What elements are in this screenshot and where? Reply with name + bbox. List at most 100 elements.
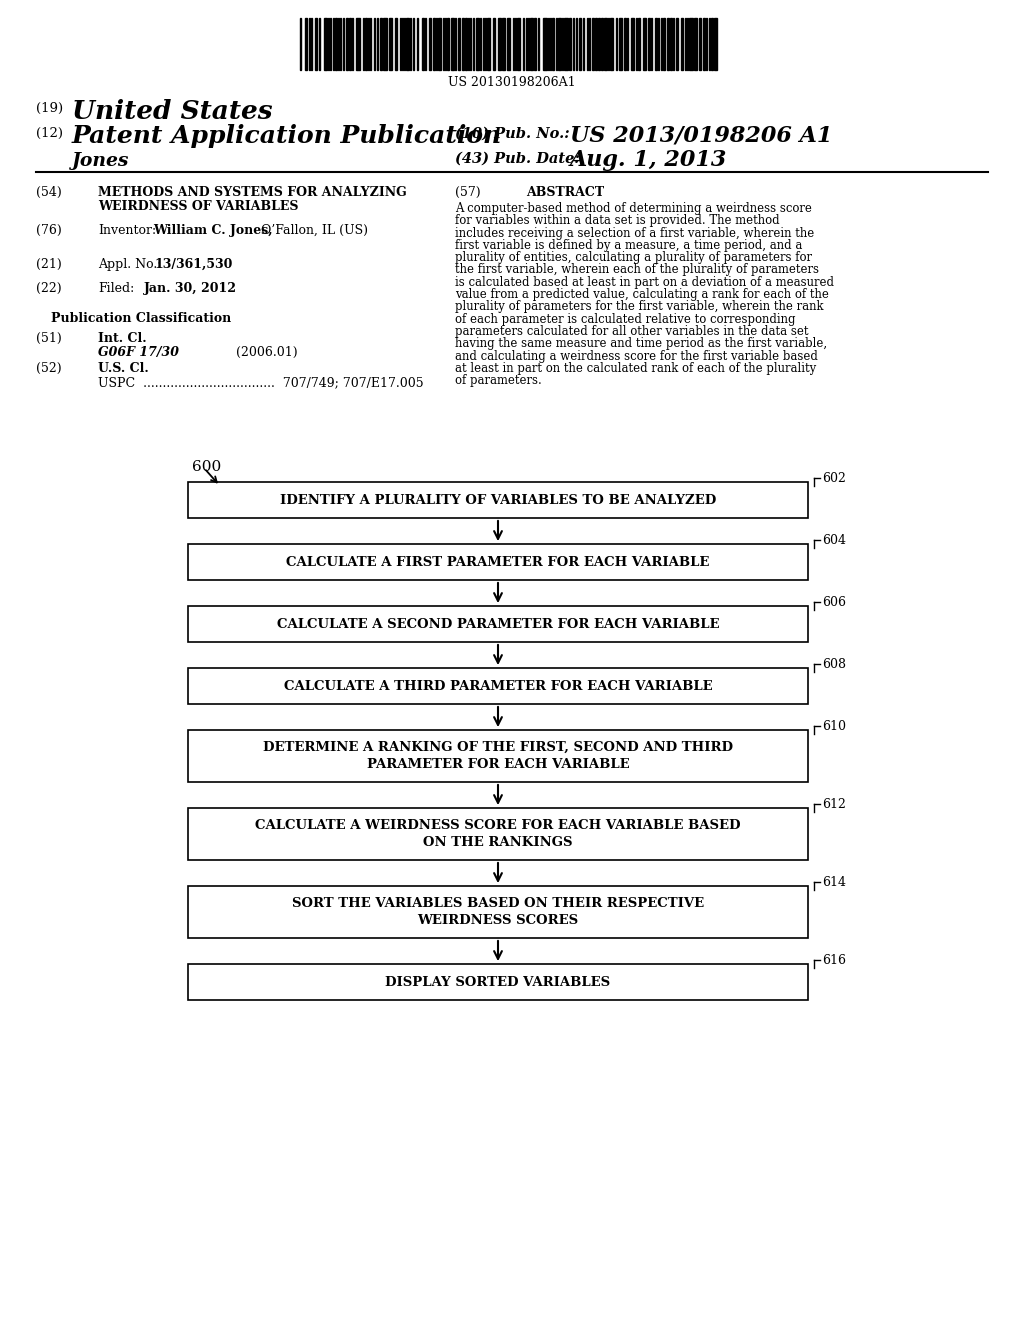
- Text: and calculating a weirdness score for the first variable based: and calculating a weirdness score for th…: [455, 350, 818, 363]
- Bar: [502, 18, 505, 70]
- Bar: [188, 886, 808, 939]
- Bar: [711, 18, 713, 70]
- Text: CALCULATE A FIRST PARAMETER FOR EACH VARIABLE: CALCULATE A FIRST PARAMETER FOR EACH VAR…: [287, 556, 710, 569]
- Text: DETERMINE A RANKING OF THE FIRST, SECOND AND THIRD
PARAMETER FOR EACH VARIABLE: DETERMINE A RANKING OF THE FIRST, SECOND…: [263, 741, 733, 771]
- Bar: [543, 18, 547, 70]
- Text: first variable is defined by a measure, a time period, and a: first variable is defined by a measure, …: [455, 239, 803, 252]
- Text: 602: 602: [822, 471, 846, 484]
- Text: United States: United States: [72, 99, 272, 124]
- Text: 616: 616: [822, 953, 846, 966]
- Text: plurality of entities, calculating a plurality of parameters for: plurality of entities, calculating a plu…: [455, 251, 812, 264]
- Text: CALCULATE A THIRD PARAMETER FOR EACH VARIABLE: CALCULATE A THIRD PARAMETER FOR EACH VAR…: [284, 680, 713, 693]
- Text: (52): (52): [36, 362, 61, 375]
- Bar: [552, 18, 554, 70]
- Text: 614: 614: [822, 875, 846, 888]
- Bar: [395, 18, 397, 70]
- Bar: [638, 18, 640, 70]
- Text: (43) Pub. Date:: (43) Pub. Date:: [455, 152, 580, 166]
- Bar: [406, 18, 409, 70]
- Text: G06F 17/30: G06F 17/30: [98, 346, 179, 359]
- Text: (2006.01): (2006.01): [188, 346, 298, 359]
- Text: O’Fallon, IL (US): O’Fallon, IL (US): [257, 224, 368, 238]
- Text: METHODS AND SYSTEMS FOR ANALYZING: METHODS AND SYSTEMS FOR ANALYZING: [98, 186, 407, 199]
- Bar: [188, 808, 808, 861]
- Bar: [487, 18, 490, 70]
- Bar: [383, 18, 387, 70]
- Bar: [530, 18, 534, 70]
- Bar: [493, 18, 495, 70]
- Bar: [618, 18, 622, 70]
- Bar: [699, 18, 701, 70]
- Bar: [458, 18, 460, 70]
- Bar: [188, 482, 808, 517]
- Text: A computer-based method of determining a weirdness score: A computer-based method of determining a…: [455, 202, 812, 215]
- Bar: [188, 544, 808, 579]
- Bar: [324, 18, 327, 70]
- Text: US 20130198206A1: US 20130198206A1: [449, 77, 575, 88]
- Bar: [451, 18, 454, 70]
- Bar: [349, 18, 351, 70]
- Text: at least in part on the calculated rank of each of the plurality: at least in part on the calculated rank …: [455, 362, 816, 375]
- Bar: [681, 18, 683, 70]
- Bar: [714, 18, 717, 70]
- Text: 612: 612: [822, 797, 846, 810]
- Text: IDENTIFY A PLURALITY OF VARIABLES TO BE ANALYZED: IDENTIFY A PLURALITY OF VARIABLES TO BE …: [280, 494, 716, 507]
- Text: Inventor:: Inventor:: [98, 224, 156, 238]
- Text: 608: 608: [822, 657, 846, 671]
- Bar: [356, 18, 360, 70]
- Text: is calculated based at least in part on a deviation of a measured: is calculated based at least in part on …: [455, 276, 834, 289]
- Text: WEIRDNESS OF VARIABLES: WEIRDNESS OF VARIABLES: [98, 201, 299, 213]
- Bar: [305, 18, 307, 70]
- Text: US 2013/0198206 A1: US 2013/0198206 A1: [570, 124, 833, 147]
- Bar: [595, 18, 597, 70]
- Bar: [462, 18, 464, 70]
- Text: (10) Pub. No.:: (10) Pub. No.:: [455, 127, 569, 141]
- Bar: [601, 18, 603, 70]
- Text: Jan. 30, 2012: Jan. 30, 2012: [144, 282, 237, 294]
- Bar: [689, 18, 693, 70]
- Bar: [592, 18, 594, 70]
- Text: Int. Cl.: Int. Cl.: [98, 333, 146, 345]
- Bar: [188, 730, 808, 781]
- Text: Publication Classification: Publication Classification: [51, 312, 231, 325]
- Bar: [663, 18, 665, 70]
- Bar: [498, 18, 501, 70]
- Bar: [365, 18, 367, 70]
- Text: DISPLAY SORTED VARIABLES: DISPLAY SORTED VARIABLES: [385, 975, 610, 989]
- Bar: [380, 18, 382, 70]
- Text: 606: 606: [822, 595, 846, 609]
- Text: SORT THE VARIABLES BASED ON THEIR RESPECTIVE
WEIRDNESS SCORES: SORT THE VARIABLES BASED ON THEIR RESPEC…: [292, 898, 705, 927]
- Text: (51): (51): [36, 333, 61, 345]
- Text: (76): (76): [36, 224, 61, 238]
- Text: Appl. No.:: Appl. No.:: [98, 257, 162, 271]
- Text: 604: 604: [822, 533, 846, 546]
- Text: (22): (22): [36, 282, 61, 294]
- Bar: [429, 18, 431, 70]
- Text: Patent Application Publication: Patent Application Publication: [72, 124, 502, 148]
- Bar: [610, 18, 613, 70]
- Bar: [534, 18, 536, 70]
- Bar: [389, 18, 392, 70]
- Text: 13/361,530: 13/361,530: [154, 257, 232, 271]
- Bar: [579, 18, 581, 70]
- Bar: [517, 18, 520, 70]
- Bar: [188, 668, 808, 704]
- Bar: [703, 18, 705, 70]
- Bar: [188, 606, 808, 642]
- Text: (57): (57): [455, 186, 480, 199]
- Text: value from a predicted value, calculating a rank for each of the: value from a predicted value, calculatin…: [455, 288, 828, 301]
- Bar: [422, 18, 424, 70]
- Text: for variables within a data set is provided. The method: for variables within a data set is provi…: [455, 214, 779, 227]
- Bar: [643, 18, 646, 70]
- Text: parameters calculated for all other variables in the data set: parameters calculated for all other vari…: [455, 325, 809, 338]
- Bar: [447, 18, 449, 70]
- Text: (21): (21): [36, 257, 61, 271]
- Bar: [655, 18, 657, 70]
- Text: of each parameter is calculated relative to corresponding: of each parameter is calculated relative…: [455, 313, 796, 326]
- Bar: [558, 18, 561, 70]
- Bar: [346, 18, 348, 70]
- Text: CALCULATE A SECOND PARAMETER FOR EACH VARIABLE: CALCULATE A SECOND PARAMETER FOR EACH VA…: [276, 618, 719, 631]
- Text: U.S. Cl.: U.S. Cl.: [98, 362, 148, 375]
- Bar: [315, 18, 317, 70]
- Bar: [465, 18, 467, 70]
